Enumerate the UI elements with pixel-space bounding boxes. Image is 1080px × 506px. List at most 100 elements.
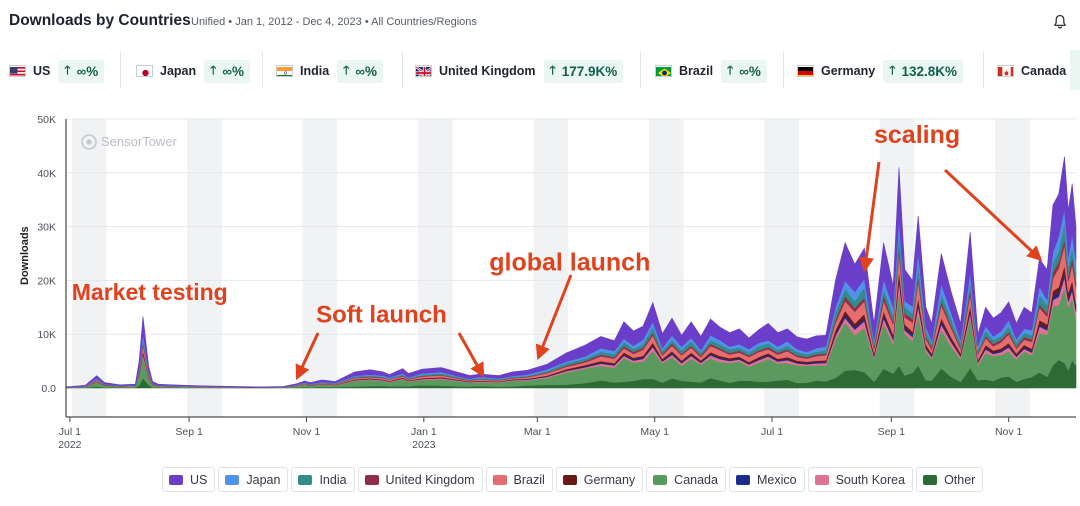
chart-header: Downloads by Countries Unified • Jan 1, … [0,0,1080,44]
stacked-areas [65,156,1077,389]
y-tick-label: 30K [37,222,56,234]
y-axis-label: Downloads [19,226,31,285]
arrow-up-icon: 🡑 [343,62,350,77]
legend-swatch [492,474,507,485]
uk-flag-icon [415,65,432,77]
legend-item-us[interactable]: US [162,467,216,492]
country-name: Brazil [679,64,714,78]
growth-badge: 🡑 ∞% [204,59,251,83]
annotation-arrow [943,168,1043,262]
annotation-arrow [457,332,485,378]
x-tick-label: Jan 1 [411,426,437,438]
legend-swatch [225,474,240,485]
legend-swatch [169,474,183,485]
arrow-up-icon: 🡑 [210,62,217,77]
x-tick-label: Jul 1 [761,426,783,438]
bell-icon[interactable] [1050,12,1070,32]
legend-swatch [814,474,829,485]
y-tick-label: 0.0 [41,383,56,395]
country-name: United Kingdom [439,64,536,78]
legend-swatch [653,474,668,485]
germany-flag-icon [797,65,814,77]
x-tick-label: Sep 1 [878,426,906,438]
growth-value: ∞% [222,63,245,79]
annotation-global-launch: global launch [489,249,650,277]
country-united-kingdom[interactable]: United Kingdom 🡑 177.9K% [415,58,624,84]
annotation-soft-launch: Soft launch [316,301,447,328]
legend-item-germany[interactable]: Germany [555,467,644,492]
legend-item-other[interactable]: Other [916,467,984,492]
sensortower-watermark: SensorTower [81,134,178,150]
legend-item-canada[interactable]: Canada [646,467,726,492]
legend-swatch [562,474,577,485]
japan-flag-icon [136,65,153,77]
growth-badge: 🡑 ∞% [721,59,767,83]
country-name: India [300,64,330,78]
y-tick-label: 20K [37,275,56,287]
growth-badge: 🡑 132.8K% [883,59,963,83]
arrow-up-icon: 🡑 [889,62,896,77]
country-germany[interactable]: Germany 🡑 132.8K% [797,58,963,84]
country-india[interactable]: India 🡑 ∞% [276,58,384,84]
watermark-text: SensorTower [101,134,178,149]
country-name: Canada [1021,64,1067,78]
arrow-up-icon: 🡑 [549,62,556,77]
legend-item-india[interactable]: India [291,467,355,492]
legend-item-united-kingdom[interactable]: United Kingdom [357,467,483,492]
x-tick-label: Mar 1 [524,426,551,438]
background-band [187,119,222,417]
country-summary-bar: US 🡑 ∞% Japan 🡑 ∞% India 🡑 ∞% [0,50,1080,90]
annotation-scaling: scaling [874,121,960,149]
country-name: Germany [821,64,876,78]
legend-swatch [364,474,379,485]
chart-legend: US Japan India United Kingdom Brazil Ger… [162,467,984,493]
x-tick-label: Sep 1 [175,426,203,438]
arrow-up-icon: 🡑 [727,62,734,77]
country-us[interactable]: US 🡑 ∞% [9,58,105,84]
growth-value: ∞% [355,63,378,79]
page-title: Downloads by Countries [9,12,191,29]
canada-flag-icon [997,65,1014,77]
y-tick-label: 50K [37,114,56,126]
country-name: Japan [160,64,197,78]
legend-item-south-korea[interactable]: South Korea [807,467,914,492]
legend-item-mexico[interactable]: Mexico [728,467,805,492]
legend-label: South Korea [835,472,906,487]
annotations: Market testing Soft launch global launch sc… [72,121,1043,381]
axes [65,119,1076,418]
legend-swatch [923,474,938,485]
legend-label: United Kingdom [385,472,475,487]
x-tick-year-label: 2023 [412,439,436,451]
background-band [302,119,338,417]
x-tick-label: Nov 1 [995,426,1023,438]
country-japan[interactable]: Japan 🡑 ∞% [136,58,251,84]
country-name: US [33,64,51,78]
legend-item-japan[interactable]: Japan [218,467,289,492]
legend-swatch [735,474,750,485]
background-band [418,119,453,417]
legend-label: Canada [674,472,718,487]
arrow-up-icon: 🡑 [64,62,71,77]
india-flag-icon [276,65,293,77]
legend-label: Germany [583,472,636,487]
us-flag-icon [9,65,26,77]
growth-value: 132.8K% [901,63,957,79]
background-band [71,119,107,417]
legend-label: US [190,472,208,487]
growth-value: ∞% [76,63,99,79]
growth-value: 177.9K% [561,63,618,79]
legend-item-brazil[interactable]: Brazil [485,467,553,492]
y-tick-label: 10K [37,329,56,341]
x-tick-year-label: 2022 [58,439,82,451]
annotation-arrow [535,274,573,361]
annotation-arrow [858,161,881,273]
legend-swatch [298,474,313,485]
x-tick-label: Nov 1 [293,426,321,438]
country-canada[interactable]: Canada [997,58,1066,84]
legend-label: Japan [246,472,281,487]
legend-label: Brazil [513,472,545,487]
legend-label: Other [944,472,976,487]
country-brazil[interactable]: Brazil 🡑 ∞% [655,58,767,84]
